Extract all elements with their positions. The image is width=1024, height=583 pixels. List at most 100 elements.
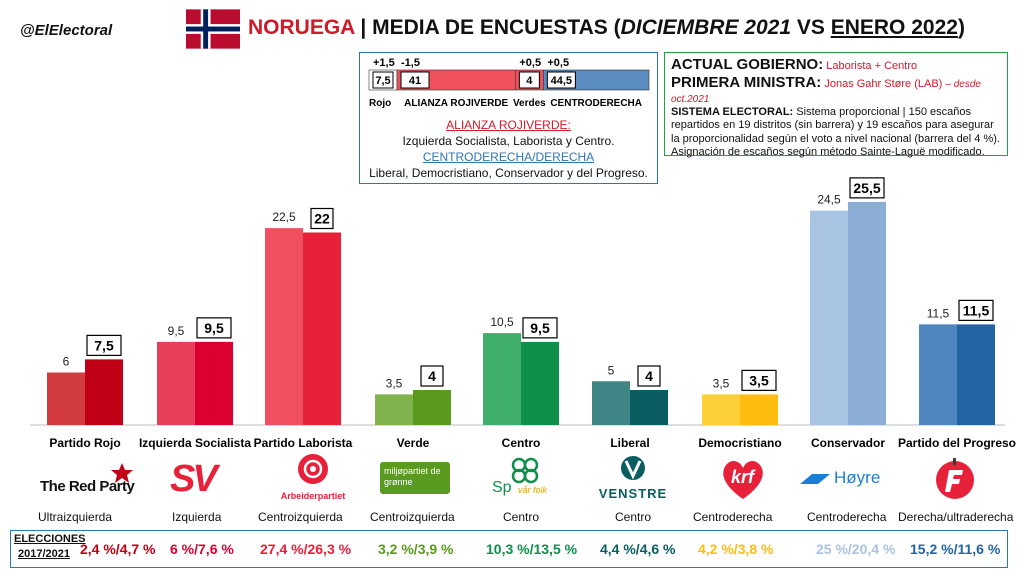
rose-icon	[298, 454, 328, 484]
bar-prev-label: 9,5	[168, 324, 185, 338]
category-label: Partido Rojo	[49, 436, 120, 450]
bar-curr-label-box	[196, 317, 232, 339]
red-party-logo-text: The Red Party	[40, 478, 135, 495]
pm-since: – desde oct.2021	[671, 79, 981, 105]
ideology-label: Ultraizquierda	[38, 510, 113, 524]
title-vs: VS	[791, 16, 831, 39]
poll-segment-box	[546, 71, 576, 89]
title-close: )	[957, 16, 965, 39]
election-result: 27,4 %/26,3 %	[260, 541, 352, 557]
bar-prev	[592, 381, 630, 425]
bar-curr-label-box	[420, 365, 444, 387]
bar-curr-label-box	[310, 207, 334, 230]
bar-curr-label: 25,5	[853, 180, 880, 196]
poll-segment-box	[518, 71, 540, 89]
bar-prev	[265, 228, 303, 425]
bar-curr-label-box	[849, 177, 885, 199]
ideology-label: Derecha/ultraderecha	[898, 510, 1014, 524]
ideology-label: Centroderecha	[693, 510, 773, 524]
category-label: Izquierda Socialista	[139, 436, 251, 450]
bar-curr	[85, 359, 123, 425]
election-result: 25 %/20,4 %	[816, 541, 896, 557]
bar-prev	[47, 372, 85, 425]
centre-logo-sub: vår folk	[518, 485, 548, 495]
election-result: 3,2 %/3,9 %	[378, 541, 454, 557]
alliance-right-parties: Liberal, Democristiano, Conservador y de…	[369, 166, 648, 180]
elections-row	[10, 530, 1008, 568]
title-sep: |	[354, 16, 373, 39]
poll-segment-value: 44,5	[551, 75, 572, 87]
bar-prev	[702, 394, 740, 425]
bar-prev-label: 5	[608, 363, 615, 377]
v-icon	[621, 456, 645, 480]
title-from: DICIEMBRE 2021	[620, 16, 792, 39]
bar-curr	[413, 390, 451, 425]
bar-curr	[740, 394, 778, 425]
bar-curr	[195, 341, 233, 425]
poll-segment-label: ALIANZA ROJIVERDE	[404, 98, 508, 109]
poll-segment-label: CENTRODERECHA	[550, 98, 642, 109]
centre-logo-text: Sp	[492, 479, 512, 496]
ideology-label: Centroizquierda	[258, 510, 343, 524]
election-result: 15,2 %/11,6 %	[910, 541, 1001, 557]
poll-summary-bar: 7,5 +1,5 Rojo 41 -1,5 ALIANZA ROJIVERDE 4 +0,5 V…	[368, 57, 650, 109]
alliance-legend: ALIANZA ROJIVERDE: Izquierda Socialista,…	[359, 117, 658, 181]
frp-apple-icon	[936, 458, 974, 499]
poll-segment-change: +1,5	[373, 57, 395, 69]
progress-party-logo: F	[932, 456, 978, 505]
title-country: NORUEGA	[248, 16, 355, 39]
bar-curr	[957, 324, 995, 425]
bar-curr-label-box	[522, 317, 558, 339]
bar-prev-label: 3,5	[713, 376, 730, 390]
election-result: 4,4 %/4,6 %	[600, 541, 676, 557]
clover-icon	[511, 457, 539, 484]
poll-segment-label: Rojo	[369, 98, 391, 109]
ideology-label: Centroderecha	[807, 510, 887, 524]
bar-prev	[810, 210, 848, 425]
election-result: 10,3 %/13,5 %	[486, 541, 578, 557]
ideology-label: Centro	[615, 510, 652, 524]
poll-segment-change: +0,5	[519, 57, 541, 69]
bar-prev	[375, 394, 413, 425]
gov-value: Laborista + Centro	[826, 60, 918, 72]
ideology-label: Centro	[503, 510, 540, 524]
hoyre-logo-text: Høyre	[834, 468, 881, 487]
bar-curr	[848, 201, 886, 425]
title-to: ENERO 2022	[830, 16, 958, 39]
election-result: 4,2 %/3,8 %	[698, 541, 774, 557]
bar-curr	[630, 390, 668, 425]
election-result: 6 %/7,6 %	[170, 541, 234, 557]
krf-logo-text: krf	[731, 467, 755, 487]
hoyre-arrow-icon	[800, 474, 830, 484]
green-party-logo: miljøpartiet de grønne	[380, 462, 450, 494]
red-star-icon	[111, 463, 133, 483]
category-label: Democristiano	[698, 436, 781, 450]
bar-curr-label-box	[637, 365, 661, 387]
bar-curr-label-box	[86, 334, 122, 356]
system-label: SISTEMA ELECTORAL:	[671, 106, 794, 118]
category-label: Liberal	[610, 436, 649, 450]
bar-curr-label-box	[741, 369, 777, 391]
bar-prev-label: 3,5	[386, 376, 403, 390]
bar-curr-label: 9,5	[204, 320, 224, 336]
bar-curr-label: 4	[428, 368, 436, 384]
poll-segment-box	[400, 71, 430, 89]
bar-curr-label: 22	[314, 211, 330, 227]
brand-handle: @ElElectoral	[20, 22, 113, 39]
ideology-label: Izquierda	[172, 510, 222, 524]
bar-prev-label: 24,5	[817, 193, 841, 207]
category-label: Partido del Progreso	[898, 436, 1016, 450]
poll-segment-value: 41	[409, 75, 421, 87]
norway-flag-icon	[186, 9, 240, 49]
category-label: Verde	[397, 436, 430, 450]
seat-bar-chart: 6 7,5 Partido Rojo 9,5 9,5 Izquierda Socialis…	[30, 177, 1016, 450]
labour-logo: Arbeiderpartiet	[268, 452, 358, 501]
bar-prev	[483, 333, 521, 425]
bar-prev-label: 22,5	[272, 210, 296, 224]
bar-curr	[303, 232, 341, 425]
centre-party-logo: Sp vår folk	[490, 455, 560, 500]
category-label: Partido Laborista	[254, 436, 353, 450]
poll-segment-label: Verdes	[513, 98, 546, 109]
bar-prev-label: 10,5	[490, 315, 514, 329]
poll-segment-value: 4	[526, 75, 533, 87]
